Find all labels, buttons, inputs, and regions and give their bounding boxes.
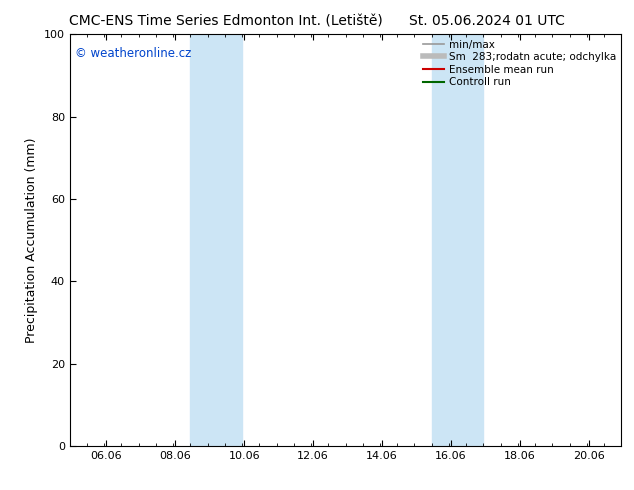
Bar bbox=[190, 34, 242, 446]
Text: © weatheronline.cz: © weatheronline.cz bbox=[75, 47, 191, 60]
Legend: min/max, Sm  283;rodatn acute; odchylka, Ensemble mean run, Controll run: min/max, Sm 283;rodatn acute; odchylka, … bbox=[421, 37, 618, 89]
Text: CMC-ENS Time Series Edmonton Int. (Letiště)      St. 05.06.2024 01 UTC: CMC-ENS Time Series Edmonton Int. (Letiš… bbox=[69, 15, 565, 29]
Bar bbox=[432, 34, 483, 446]
Y-axis label: Precipitation Accumulation (mm): Precipitation Accumulation (mm) bbox=[25, 137, 38, 343]
